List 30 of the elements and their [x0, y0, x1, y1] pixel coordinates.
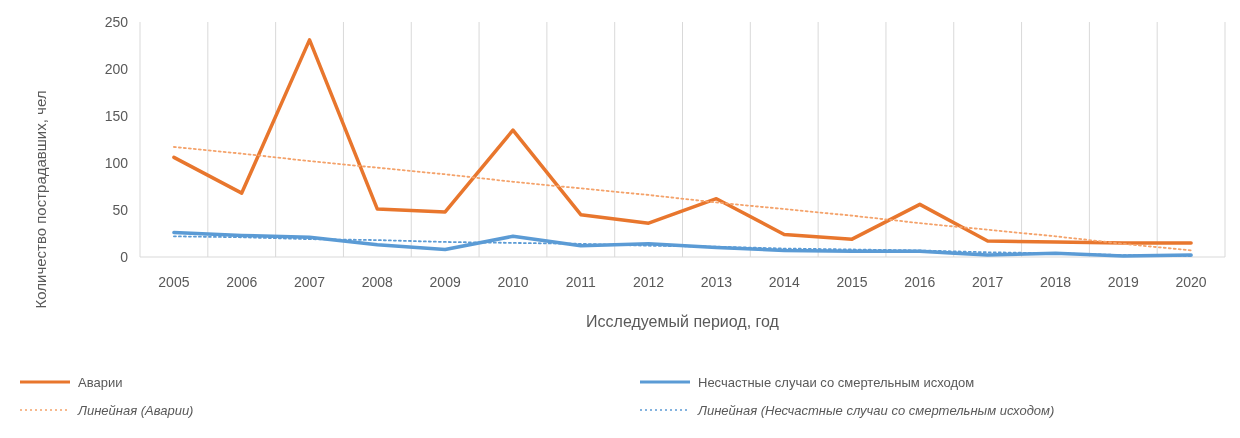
x-tick-label: 2005	[158, 274, 190, 290]
y-tick-label: 150	[104, 107, 129, 124]
y-tick-label: 100	[104, 154, 129, 171]
y-axis-title: Количество пострадавших, чел	[32, 90, 49, 309]
x-tick-label: 2019	[1107, 274, 1140, 290]
x-tick-label: 2015	[836, 274, 868, 290]
x-tick-label: 2012	[633, 274, 665, 290]
y-tick-label: 50	[112, 201, 129, 218]
line-series	[172, 38, 1193, 245]
x-tick-label: 2007	[293, 274, 326, 290]
x-tick-label: 2011	[565, 274, 597, 290]
x-tick-label: 2009	[429, 274, 461, 290]
x-axis-title: Исследуемый период, год	[586, 313, 780, 330]
legend-label: Несчастные случаи со смертельным исходом	[698, 374, 975, 390]
x-tick-label: 2018	[1039, 274, 1072, 290]
x-tick-label: 2020	[1175, 274, 1207, 290]
x-tick-label: 2010	[497, 274, 529, 290]
y-tick-label: 200	[104, 60, 129, 77]
x-tick-label: 2006	[226, 274, 258, 290]
line-series	[173, 146, 1192, 252]
y-tick-label: 250	[104, 13, 129, 30]
y-tick-label: 0	[120, 248, 129, 265]
legend-label: Аварии	[78, 374, 123, 390]
x-tick-label: 2016	[904, 274, 936, 290]
x-tick-label: 2017	[972, 274, 1004, 290]
legend-label: Линейная (Аварии)	[77, 402, 194, 418]
legend-label: Линейная (Несчастные случаи со смертельным исходом)	[697, 402, 1055, 418]
x-tick-label: 2008	[361, 274, 394, 290]
x-tick-label: 2014	[768, 274, 800, 290]
x-tick-label: 2013	[700, 274, 733, 290]
